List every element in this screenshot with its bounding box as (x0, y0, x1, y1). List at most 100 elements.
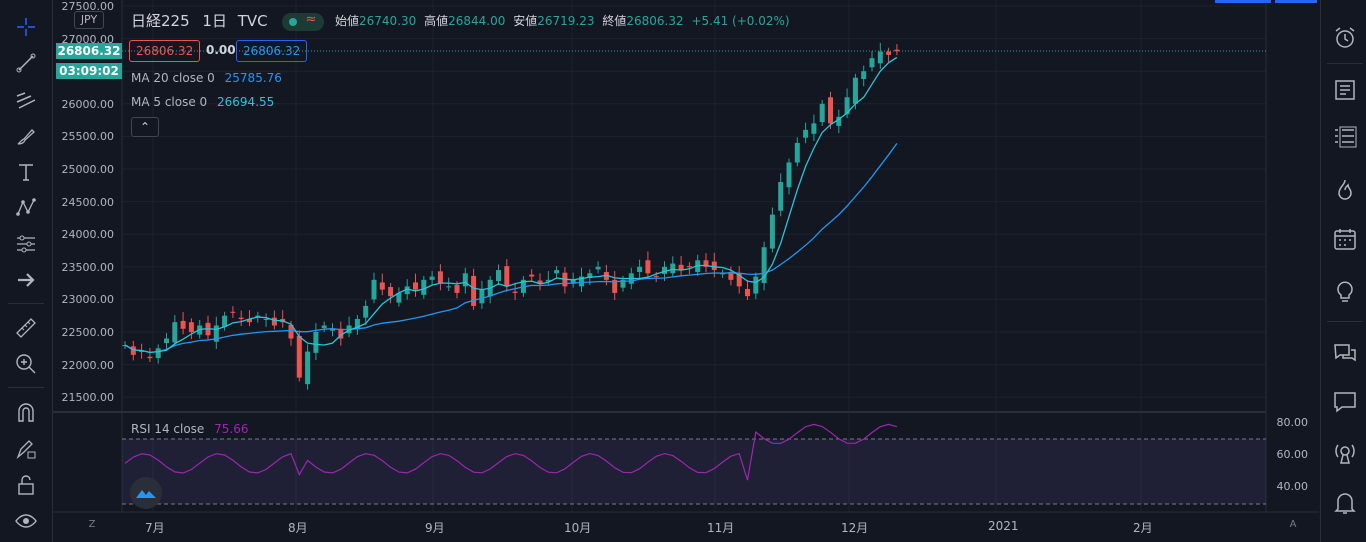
comment-icon[interactable] (1329, 387, 1361, 417)
candle-body (761, 247, 767, 284)
candle-body (388, 287, 394, 297)
time-axis-label: 2021 (988, 519, 1019, 533)
candle-body (421, 279, 427, 295)
ideas-icon[interactable] (1329, 276, 1361, 306)
chart-area[interactable] (53, 0, 1319, 542)
price-axis-label: 23500.00 (61, 260, 115, 274)
price-axis-label: 24000.00 (61, 228, 115, 242)
spread-value: 0.00 (206, 43, 236, 57)
list-icon[interactable] (1329, 122, 1361, 152)
eye-icon[interactable] (10, 506, 42, 536)
candle-body (803, 129, 809, 138)
candle-body (886, 51, 892, 55)
candle-body (213, 325, 219, 342)
candle-body (811, 123, 817, 134)
candle-body (413, 282, 418, 290)
candle-body (496, 270, 501, 282)
arrow-right-icon[interactable] (10, 265, 42, 295)
lock-draw-icon[interactable] (10, 434, 42, 464)
candle-body (296, 335, 302, 378)
magnet-icon[interactable] (10, 398, 42, 428)
candle-body (230, 311, 236, 313)
candle-body (579, 276, 584, 287)
price-axis-label: 25000.00 (61, 163, 115, 176)
candle-body (379, 282, 385, 290)
rsi-axis-label: 80.00 (1276, 416, 1309, 429)
candle-body (404, 286, 410, 295)
left-toolbar (0, 0, 53, 542)
ma5-legend[interactable]: MA 5 close 0 26694.55 (131, 95, 275, 109)
price-axis-label: 27500.00 (61, 0, 115, 13)
candle-body (778, 182, 784, 211)
market-status-badge[interactable]: ≈ (282, 11, 325, 31)
candle-body (645, 260, 651, 274)
chat-icon[interactable] (1329, 339, 1361, 369)
trend-line-icon[interactable] (10, 48, 42, 78)
sell-button[interactable]: 26806.32 (129, 40, 201, 62)
buy-button[interactable]: 26806.32 (236, 40, 308, 62)
currency-label[interactable]: JPY (74, 11, 104, 29)
candle-body (338, 328, 344, 339)
ruler-icon[interactable] (10, 313, 42, 343)
candle-body (662, 266, 667, 274)
rsi-axis-label: 40.00 (1276, 480, 1309, 493)
interval[interactable]: 1日 (202, 12, 227, 30)
candle-body (877, 51, 883, 64)
candle-body (479, 289, 485, 304)
status-dot-icon (289, 17, 298, 26)
candle-body (471, 275, 477, 306)
candle-body (852, 77, 858, 104)
last-price-tag: 26806.32 (56, 43, 122, 59)
candle-body (247, 318, 252, 323)
time-axis-label: 11月 (707, 521, 735, 535)
candle-body (429, 276, 435, 280)
candle-body (313, 332, 319, 353)
candle-body (545, 279, 551, 282)
text-icon[interactable] (10, 157, 42, 187)
auto-scale-right-button[interactable]: A (1289, 519, 1297, 530)
candle-body (437, 271, 443, 284)
symbol-name[interactable]: 日経225 (131, 12, 190, 30)
time-axis-label: 2月 (1133, 521, 1153, 535)
price-axis-label: 26000.00 (61, 97, 115, 111)
candle-body (446, 286, 452, 288)
calendar-icon[interactable] (1329, 224, 1361, 254)
candle-body (587, 273, 593, 278)
brush-icon[interactable] (10, 121, 42, 151)
symbol-title[interactable]: 日経225 1日 TVC ≈ (131, 10, 325, 31)
lock-icon[interactable] (10, 470, 42, 500)
chart-canvas[interactable] (53, 0, 1319, 542)
candle-body (529, 274, 535, 277)
candle-body (330, 328, 335, 331)
candle-body (894, 49, 900, 52)
candle-body (188, 322, 194, 332)
pattern-icon[interactable] (10, 193, 42, 223)
collapse-legend-button[interactable]: ⌃ (131, 117, 159, 137)
candle-body (164, 338, 169, 344)
candle-body (711, 261, 717, 271)
candle-body (819, 103, 825, 123)
fib-icon[interactable] (10, 85, 42, 115)
time-axis-label: 10月 (564, 521, 592, 535)
candle-body (396, 292, 402, 303)
price-axis-label: 27000.00 (61, 32, 115, 46)
alarm-icon[interactable] (1329, 23, 1361, 53)
wave-icon: ≈ (305, 11, 317, 27)
candle-body (454, 285, 460, 293)
hotlist-icon[interactable] (1329, 175, 1361, 205)
news-icon[interactable] (1329, 75, 1361, 105)
rsi-legend[interactable]: RSI 14 close 75.66 (131, 422, 249, 436)
candle-body (653, 275, 659, 277)
ma20-legend[interactable]: MA 20 close 0 25785.76 (131, 71, 282, 85)
tradingview-logo-icon[interactable] (130, 477, 162, 509)
candle-body (844, 97, 850, 115)
auto-scale-left-button[interactable]: Z (88, 519, 96, 530)
candle-body (139, 350, 145, 352)
candle-body (288, 324, 294, 339)
streams-icon[interactable] (1329, 438, 1361, 468)
crosshair-icon[interactable] (10, 12, 42, 42)
forecast-icon[interactable] (10, 229, 42, 259)
zoom-icon[interactable] (10, 349, 42, 379)
candle-body (786, 162, 792, 188)
notifications-icon[interactable] (1329, 488, 1361, 518)
